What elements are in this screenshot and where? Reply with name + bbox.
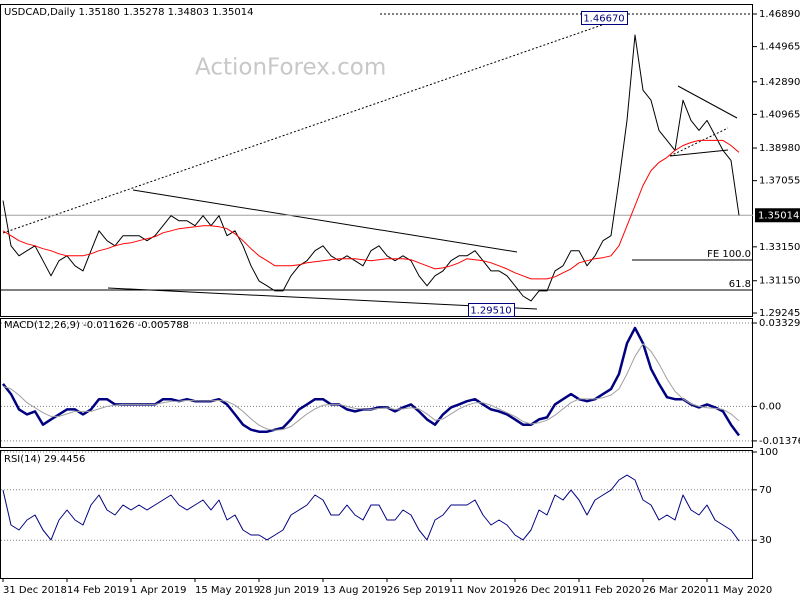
y-tick-label: 1.38980 [759, 143, 800, 154]
annotation-box [468, 303, 515, 317]
panel-title: USDCAD,Daily 1.35180 1.35278 1.34803 1.3… [4, 7, 254, 18]
x-tick-label: 11 Nov 2019 [451, 585, 515, 596]
annotation: 61.8 [729, 279, 751, 290]
y-tick-label: 1.42890 [759, 77, 800, 88]
x-tick-label: 26 Mar 2020 [643, 585, 706, 596]
x-tick-label: 13 Aug 2019 [323, 585, 387, 596]
x-tick-label: 15 May 2019 [195, 585, 260, 596]
watermark: ActionForex.com [195, 55, 386, 81]
panel-title: MACD(12,26,9) -0.011626 -0.005788 [4, 320, 189, 331]
price-label: 1.35014 [758, 210, 799, 221]
y-tick-label: 1.44965 [759, 42, 800, 53]
y-tick-label: 0.00 [759, 401, 781, 412]
y-tick-label: 1.31150 [759, 276, 800, 287]
annotation: 1.46670 [583, 14, 624, 25]
y-tick-label: 70 [759, 485, 772, 496]
y-tick-label: 1.37055 [759, 176, 800, 187]
y-tick-label: 1.33150 [759, 242, 800, 253]
trend-line [2, 16, 626, 234]
y-tick-label: 1.40965 [759, 109, 800, 120]
trend-line [669, 149, 729, 157]
series-line [2, 474, 740, 542]
x-tick-label: 31 Dec 2018 [3, 585, 67, 596]
price-panel [0, 4, 753, 317]
y-tick-label: 1.46890 [759, 9, 800, 20]
price-label-box [755, 208, 800, 223]
trend-line [669, 127, 729, 157]
x-tick-label: 14 Feb 2019 [67, 585, 129, 596]
y-tick-label: 1.29245 [759, 308, 800, 319]
x-tick-label: 26 Sep 2019 [387, 585, 450, 596]
rsi-panel [0, 450, 753, 579]
trend-line [107, 287, 538, 310]
series-line [2, 343, 740, 431]
macd-panel [0, 318, 753, 448]
x-tick-label: 11 May 2020 [707, 585, 772, 596]
y-tick-label: 30 [759, 535, 772, 546]
annotation: 1.29510 [470, 306, 511, 317]
y-tick-label: 0.033298 [759, 318, 800, 329]
trend-line [677, 85, 738, 119]
annotation-box [581, 11, 628, 25]
y-tick-label: -0.013765 [759, 436, 800, 447]
series-line [2, 34, 740, 302]
x-tick-label: 11 Feb 2020 [579, 585, 641, 596]
trend-line [132, 189, 518, 253]
annotation: FE 100.0 [707, 249, 751, 260]
series-line [2, 139, 740, 280]
y-tick-label: 100 [759, 447, 778, 458]
x-tick-label: 1 Apr 2019 [131, 585, 186, 596]
x-tick-label: 26 Dec 2019 [515, 585, 579, 596]
x-tick-label: 28 Jun 2019 [259, 585, 319, 596]
panel-title: RSI(14) 29.4456 [4, 454, 85, 465]
